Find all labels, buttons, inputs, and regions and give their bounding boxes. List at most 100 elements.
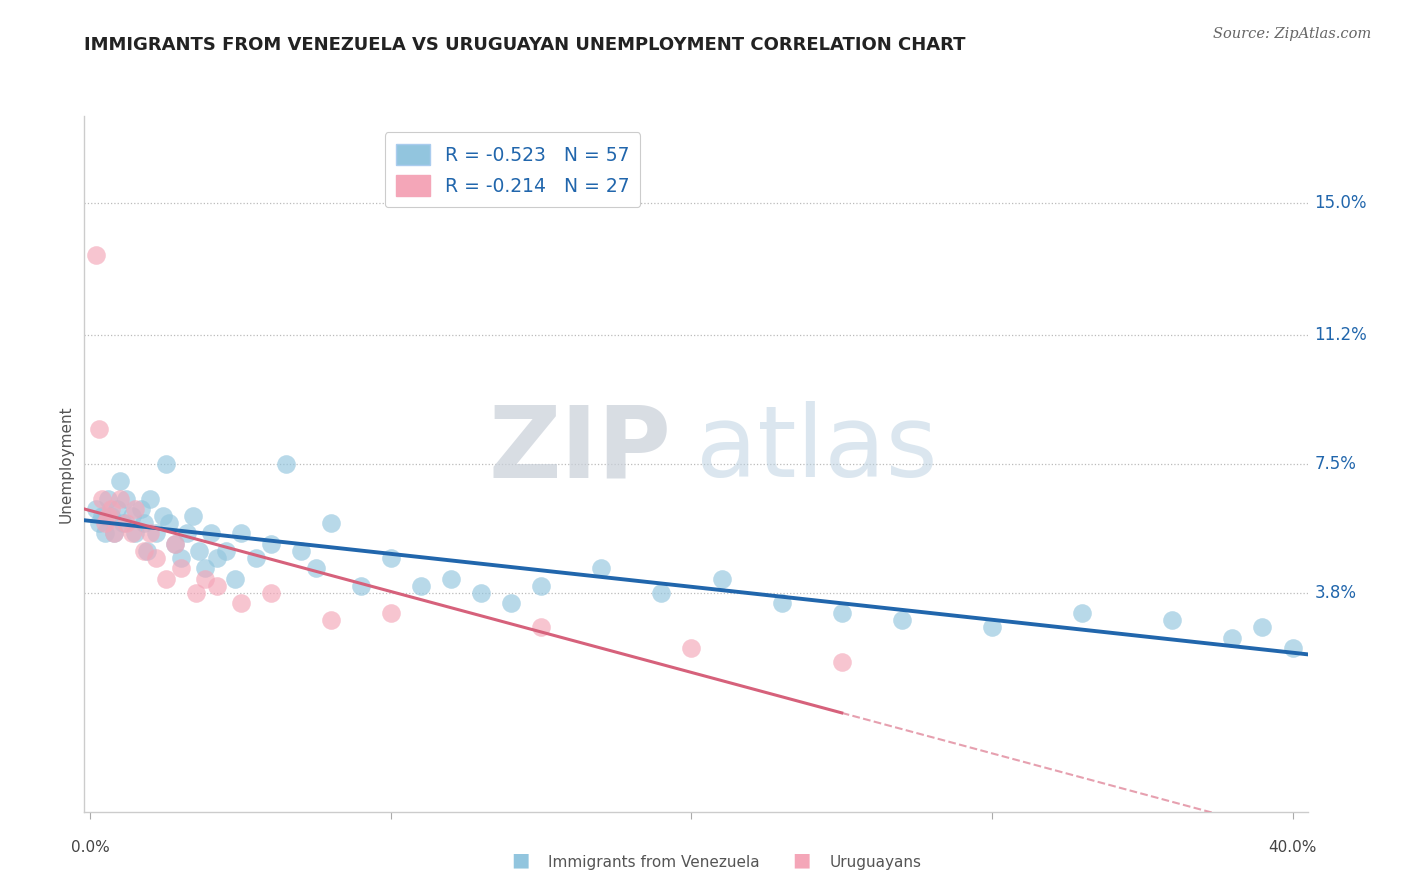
Point [440, 572, 463, 586]
Point [981, 620, 1004, 634]
Point [163, 537, 186, 551]
Point [89, 422, 111, 436]
Text: Immigrants from Venezuela: Immigrants from Venezuela [548, 855, 761, 870]
Point [260, 537, 283, 551]
Point [205, 550, 228, 565]
Text: Source: ZipAtlas.com: Source: ZipAtlas.com [1212, 27, 1371, 41]
Point [229, 596, 252, 610]
Point [115, 516, 138, 530]
Point [229, 526, 252, 541]
Point [319, 614, 342, 628]
Point [107, 502, 129, 516]
Point [124, 526, 146, 541]
Point [100, 502, 122, 516]
Point [94, 526, 117, 541]
Point [176, 526, 198, 541]
Point [260, 585, 283, 599]
Point [681, 641, 703, 656]
Point [184, 585, 207, 599]
Text: 3.8%: 3.8% [1315, 583, 1357, 601]
Point [121, 526, 143, 541]
Point [134, 516, 156, 530]
Point [139, 491, 162, 506]
Point [530, 620, 553, 634]
Point [91, 508, 114, 523]
Point [1281, 641, 1303, 656]
Point [470, 585, 492, 599]
Point [181, 508, 204, 523]
Point [155, 572, 177, 586]
Text: 0.0%: 0.0% [70, 839, 110, 855]
Text: ■: ■ [792, 851, 811, 870]
Text: 15.0%: 15.0% [1315, 194, 1367, 212]
Point [112, 516, 135, 530]
Point [121, 508, 143, 523]
Point [380, 550, 402, 565]
Point [831, 607, 853, 621]
Point [214, 543, 236, 558]
Point [97, 491, 120, 506]
Text: IMMIGRANTS FROM VENEZUELA VS URUGUAYAN UNEMPLOYMENT CORRELATION CHART: IMMIGRANTS FROM VENEZUELA VS URUGUAYAN U… [84, 36, 966, 54]
Point [350, 578, 373, 592]
Point [139, 526, 162, 541]
Point [131, 502, 153, 516]
Point [163, 537, 186, 551]
Legend: R = -0.523   N = 57, R = -0.214   N = 27: R = -0.523 N = 57, R = -0.214 N = 27 [385, 132, 640, 208]
Point [124, 502, 146, 516]
Point [290, 543, 312, 558]
Point [86, 502, 108, 516]
Point [1222, 631, 1244, 645]
Point [650, 585, 672, 599]
Point [103, 526, 125, 541]
Point [194, 561, 217, 575]
Point [100, 508, 122, 523]
Point [110, 474, 132, 488]
Point [501, 596, 523, 610]
Text: ■: ■ [510, 851, 530, 870]
Point [224, 572, 246, 586]
Point [136, 543, 159, 558]
Text: ZIP: ZIP [489, 401, 672, 499]
Text: 40.0%: 40.0% [1268, 839, 1317, 855]
Point [305, 561, 328, 575]
Point [409, 578, 432, 592]
Point [245, 550, 267, 565]
Point [103, 526, 125, 541]
Text: atlas: atlas [696, 401, 938, 499]
Text: 11.2%: 11.2% [1315, 326, 1368, 344]
Point [770, 596, 793, 610]
Point [157, 516, 180, 530]
Point [115, 491, 138, 506]
Point [169, 550, 191, 565]
Point [1251, 620, 1274, 634]
Point [91, 491, 114, 506]
Point [169, 561, 191, 575]
Point [319, 516, 342, 530]
Point [1071, 607, 1094, 621]
Y-axis label: Unemployment: Unemployment [59, 405, 75, 523]
Point [145, 526, 167, 541]
Point [200, 526, 222, 541]
Point [380, 607, 402, 621]
Point [530, 578, 553, 592]
Point [110, 491, 132, 506]
Point [86, 248, 108, 262]
Point [205, 578, 228, 592]
Point [94, 516, 117, 530]
Point [155, 457, 177, 471]
Point [194, 572, 217, 586]
Text: 7.5%: 7.5% [1315, 455, 1357, 473]
Point [831, 655, 853, 669]
Point [710, 572, 733, 586]
Point [890, 614, 912, 628]
Point [274, 457, 297, 471]
Point [152, 508, 174, 523]
Point [1161, 614, 1184, 628]
Point [187, 543, 209, 558]
Point [134, 543, 156, 558]
Text: Uruguayans: Uruguayans [830, 855, 921, 870]
Point [145, 550, 167, 565]
Point [89, 516, 111, 530]
Point [591, 561, 613, 575]
Point [97, 508, 120, 523]
